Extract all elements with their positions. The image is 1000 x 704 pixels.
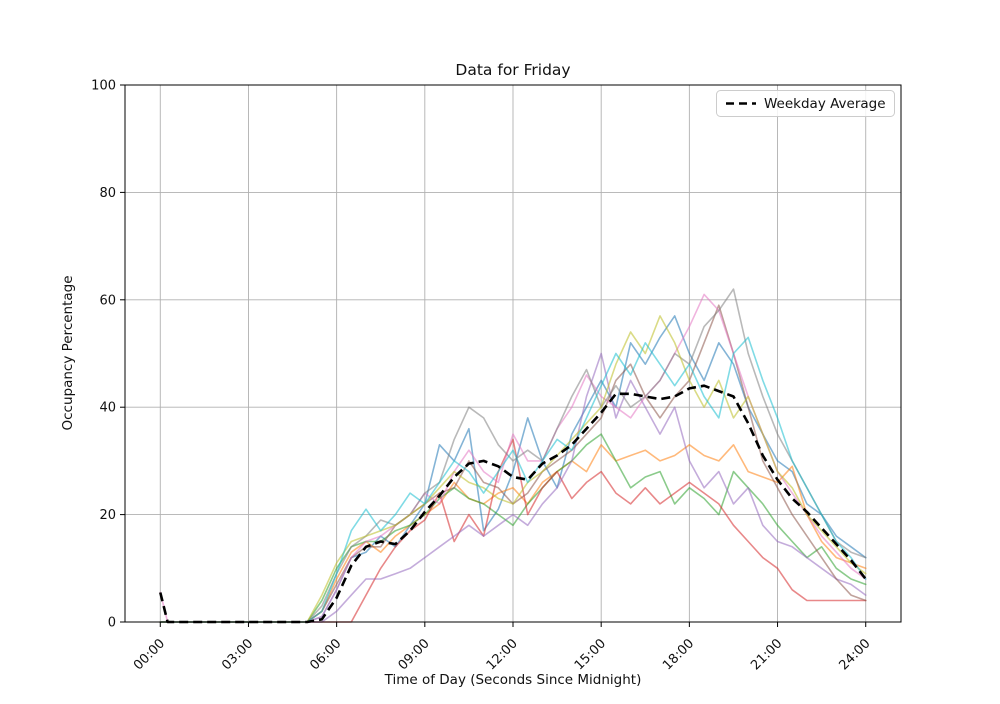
x-tick-label: 15:00 — [572, 636, 609, 673]
x-tick-label: 00:00 — [131, 636, 168, 673]
gridlines — [125, 84, 901, 623]
x-tick-label: 12:00 — [484, 636, 521, 673]
legend-box — [716, 90, 895, 117]
chart-title: Data for Friday — [455, 61, 570, 79]
x-axis-label: Time of Day (Seconds Since Midnight) — [384, 672, 642, 688]
y-tick-label: 20 — [99, 508, 116, 523]
y-tick-label: 60 — [99, 293, 116, 308]
legend-label: Weekday Average — [764, 96, 886, 112]
x-tick-label: 18:00 — [660, 636, 697, 673]
y-tick-label: 40 — [99, 401, 116, 416]
y-tick-label: 0 — [108, 616, 116, 631]
y-axis-label: Occupancy Percentage — [60, 275, 76, 430]
x-tick-label: 06:00 — [307, 636, 344, 673]
x-tick-label: 09:00 — [396, 636, 433, 673]
y-tick-label: 80 — [99, 186, 116, 201]
x-tick-label: 24:00 — [836, 636, 873, 673]
x-tick-label: 03:00 — [219, 636, 256, 673]
y-tick-label: 100 — [91, 79, 116, 94]
x-tick-label: 21:00 — [748, 636, 785, 673]
legend: Weekday Average — [716, 90, 895, 117]
